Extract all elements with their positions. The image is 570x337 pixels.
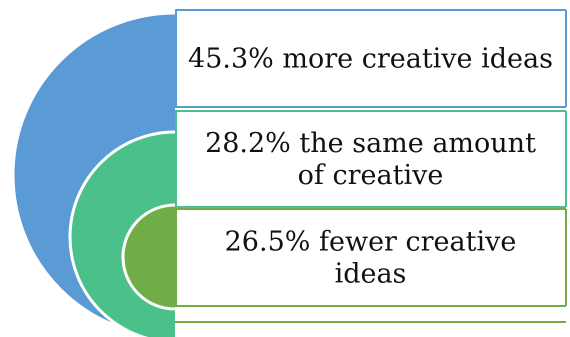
segment-label-line: 26.5% fewer creative [225, 227, 517, 258]
label-panel [175, 0, 570, 337]
segment-label-line: 45.3% more creative ideas [188, 44, 553, 75]
segment-label-line: ideas [335, 259, 407, 290]
segment-label-line: of creative [298, 160, 444, 191]
segment-label-2: 28.2% the same amount of creative [205, 128, 536, 191]
chart-labels: 45.3% more creative ideas 28.2% the same … [188, 44, 553, 290]
chart-label-boxes [175, 0, 570, 337]
segment-label-3: 26.5% fewer creative ideas [225, 227, 517, 290]
segment-label-1: 45.3% more creative ideas [188, 44, 553, 75]
segment-label-line: 28.2% the same amount [205, 128, 536, 159]
